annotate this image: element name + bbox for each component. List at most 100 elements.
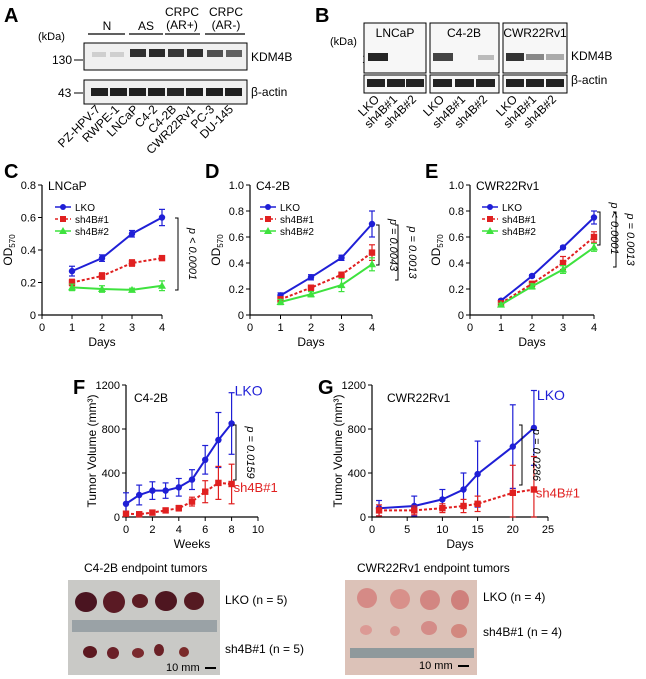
data-point bbox=[158, 214, 166, 221]
y-tick-label: 0.4 bbox=[21, 245, 36, 257]
x-tick-label: 25 bbox=[542, 524, 554, 536]
y-axis-label-sub: 570 bbox=[8, 234, 17, 248]
band bbox=[186, 88, 203, 96]
series-sh4b-1 bbox=[277, 244, 376, 303]
data-point bbox=[439, 505, 446, 512]
tumor bbox=[107, 647, 119, 659]
data-point bbox=[559, 259, 567, 267]
cell-label-c42b: C4-2B bbox=[447, 26, 481, 40]
series-sh4b-1 bbox=[68, 254, 166, 287]
y-tick-label: 0.2 bbox=[449, 284, 464, 296]
legend-label: sh4B#1 bbox=[280, 215, 314, 226]
band bbox=[225, 88, 242, 96]
band bbox=[506, 79, 524, 87]
x-tick-label: 4 bbox=[159, 322, 165, 334]
x-axis-label: Weeks bbox=[174, 537, 210, 551]
series-sh4b-2 bbox=[68, 280, 166, 293]
y-tick-label: 1.0 bbox=[229, 180, 244, 192]
y-tick-label: 400 bbox=[102, 468, 120, 480]
tumor bbox=[360, 625, 372, 635]
cell-label-lncap: LNCaP bbox=[376, 26, 415, 40]
y-tick-label: 0 bbox=[114, 512, 120, 524]
data-point bbox=[460, 502, 467, 510]
series-line bbox=[71, 284, 163, 291]
series-sh4b-1 bbox=[122, 463, 235, 518]
band bbox=[455, 79, 474, 87]
data-point bbox=[559, 244, 567, 251]
kdm4b-bands bbox=[92, 49, 242, 57]
pvalue-label: p = 0.0013 bbox=[406, 225, 418, 279]
pvalue-bracket bbox=[395, 224, 399, 281]
data-point bbox=[188, 498, 196, 505]
row-label: LKO (n = 4) bbox=[483, 590, 545, 604]
panel-a: A (kDa) N AS CRPC (AR+) CRPC (AR-) 130 4… bbox=[4, 5, 292, 157]
data-point bbox=[68, 283, 76, 291]
data-point bbox=[530, 424, 538, 432]
data-point bbox=[368, 260, 376, 268]
tumor bbox=[103, 591, 125, 613]
legend-label: sh4B#2 bbox=[502, 227, 536, 238]
chart-panel-g: G CWR22Rv1 0 400 800 1200 0 5 10 15 20 25 Days Tumor … bbox=[318, 377, 580, 551]
data-point bbox=[98, 272, 106, 280]
series-label-sh4b1: sh4B#1 bbox=[536, 486, 580, 501]
band-label-kdm4b: KDM4B bbox=[251, 50, 292, 64]
x-tick-label: 10 bbox=[436, 524, 448, 536]
legend-marker bbox=[265, 216, 271, 222]
tumors-sh4b bbox=[360, 621, 467, 638]
x-tick-label: 2 bbox=[149, 524, 155, 536]
tumors-lko bbox=[357, 588, 469, 610]
data-point bbox=[158, 281, 166, 289]
x-tick-label: 2 bbox=[99, 322, 105, 334]
data-point bbox=[128, 259, 136, 267]
tumor bbox=[451, 624, 467, 638]
photo-title: C4-2B endpoint tumors bbox=[84, 561, 207, 575]
row-label: sh4B#1 (n = 4) bbox=[483, 625, 562, 639]
panel-b-letter: B bbox=[315, 5, 329, 27]
pvalue-bracket bbox=[233, 424, 237, 481]
data-point bbox=[175, 484, 182, 491]
data-point bbox=[215, 479, 222, 487]
data-point bbox=[307, 274, 315, 281]
group-label-normal: N bbox=[103, 19, 112, 33]
chart-title: LNCaP bbox=[48, 179, 87, 193]
data-point bbox=[68, 267, 76, 275]
marker-130: 130 bbox=[52, 53, 72, 67]
data-point bbox=[162, 507, 169, 514]
pvalue-bracket bbox=[175, 217, 179, 291]
x-axis-label: Days bbox=[518, 335, 545, 349]
chart-title: CWR22Rv1 bbox=[476, 179, 540, 193]
panel-letter: E bbox=[425, 161, 438, 183]
blot-cwr-kdm4b bbox=[502, 22, 568, 74]
y-axis-label: OD570 bbox=[429, 234, 445, 266]
tumor bbox=[132, 594, 148, 608]
x-tick-label: 10 bbox=[252, 524, 264, 536]
chart-title: CWR22Rv1 bbox=[387, 391, 451, 405]
data-point bbox=[158, 254, 166, 262]
band bbox=[91, 88, 108, 96]
series-sh4b-1 bbox=[497, 231, 598, 307]
cell-label-cwr: CWR22Rv1 bbox=[503, 26, 567, 40]
x-tick-label: 6 bbox=[202, 524, 208, 536]
x-tick-label: 0 bbox=[247, 322, 253, 334]
legend-marker bbox=[487, 204, 493, 210]
band bbox=[526, 79, 544, 87]
band-label-kdm4b: KDM4B bbox=[571, 49, 612, 63]
y-tick-label: 0.8 bbox=[449, 206, 464, 218]
panel-letter: C bbox=[4, 161, 18, 183]
y-tick-label: 0.8 bbox=[229, 206, 244, 218]
data-point bbox=[98, 285, 106, 292]
band bbox=[167, 88, 184, 96]
lane-labels-a: PZ-HPV-7 RWPE-1 LNCaP C4-2 C4-2B CWR22Rv… bbox=[55, 102, 236, 157]
series-line bbox=[378, 427, 535, 510]
tumor bbox=[390, 589, 410, 609]
y-tick-label: 800 bbox=[348, 424, 366, 436]
y-axis-label: Tumor Volume (mm³) bbox=[331, 395, 345, 508]
pvalue-label: p = 0.0043 bbox=[387, 218, 399, 272]
data-point bbox=[368, 220, 376, 228]
data-point bbox=[509, 443, 516, 450]
data-point bbox=[528, 272, 536, 280]
tumor bbox=[179, 647, 189, 657]
series-sh4b-2 bbox=[276, 257, 376, 306]
y-tick-label: 0 bbox=[360, 512, 366, 524]
